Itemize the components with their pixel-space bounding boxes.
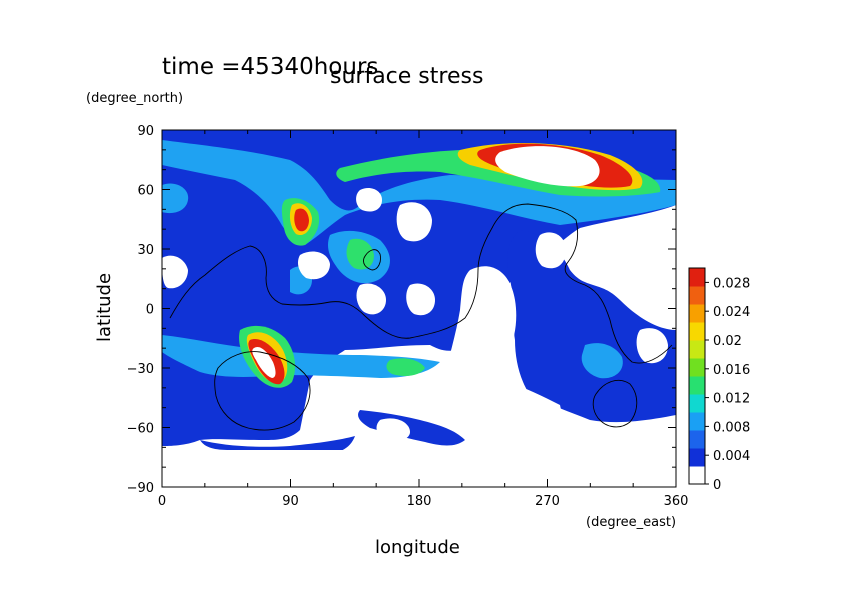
colorbar-swatch (689, 358, 705, 377)
colorbar-frame (688, 267, 706, 485)
colorbar: 0 0.004 0.008 0.012 0.016 0.02 0.024 0.028 (688, 267, 750, 493)
stress-field (162, 130, 676, 487)
y-axis-ticks: −90 −60 −30 0 30 60 90 (127, 124, 676, 496)
y-tick-label: 60 (137, 184, 154, 199)
y-axis-label: latitude (94, 273, 115, 342)
colorbar-tick-label: 0.012 (713, 392, 750, 407)
y-tick-label: −60 (127, 422, 154, 437)
y-tick-label: 30 (137, 243, 154, 258)
x-tick-label: 270 (535, 494, 560, 509)
colorbar-tick-label: 0 (713, 478, 721, 493)
x-axis-label: longitude (375, 537, 460, 558)
x-tick-label: 0 (158, 494, 166, 509)
x-tick-label: 90 (282, 494, 299, 509)
time-annotation: time =45340hours (162, 54, 378, 80)
continent-outline-island (363, 249, 381, 271)
colorbar-swatch (689, 304, 705, 323)
y-unit-label: (degree_north) (86, 91, 183, 106)
y-tick-label: −90 (127, 481, 154, 496)
colorbar-tick-label: 0.004 (713, 449, 750, 464)
colorbar-tick-label: 0.02 (713, 334, 742, 349)
colorbar-swatch (689, 286, 705, 305)
continent-outline-southeast (592, 380, 638, 428)
continent-outlines (169, 203, 673, 431)
colorbar-swatch (689, 430, 705, 449)
colorbar-tick-label: 0.008 (713, 420, 750, 435)
colorbar-swatch (689, 412, 705, 431)
colorbar-swatch (689, 376, 705, 395)
y-tick-label: 90 (137, 124, 154, 139)
x-axis-ticks: 0 90 180 270 360 (158, 130, 689, 509)
field-holes (162, 146, 676, 487)
colorbar-swatch (689, 322, 705, 341)
x-tick-label: 180 (407, 494, 432, 509)
x-unit-label: (degree_east) (586, 515, 676, 530)
colorbar-swatch (689, 466, 705, 485)
colorbar-swatch (689, 394, 705, 413)
continent-outline-south (214, 351, 311, 431)
colorbar-tick-label: 0.024 (713, 305, 750, 320)
y-tick-label: −30 (127, 362, 154, 377)
y-tick-label: 0 (146, 303, 154, 318)
colorbar-tick-label: 0.016 (713, 363, 750, 378)
continent-outline-north (169, 203, 673, 364)
chart-title: surface stress (330, 64, 483, 89)
colorbar-swatch (689, 268, 705, 287)
colorbar-swatch (689, 340, 705, 359)
colorbar-swatch (689, 448, 705, 467)
x-tick-label: 360 (664, 494, 689, 509)
colorbar-tick-label: 0.028 (713, 276, 750, 291)
